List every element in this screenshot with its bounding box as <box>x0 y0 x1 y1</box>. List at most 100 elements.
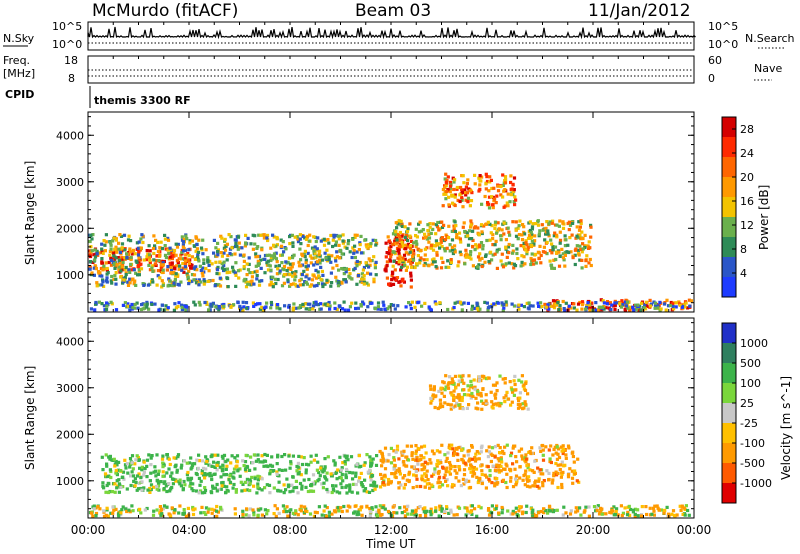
heatmap-cell <box>123 458 127 462</box>
heatmap-cell <box>470 237 474 241</box>
heatmap-cell <box>301 254 305 258</box>
heatmap-cell <box>244 242 248 246</box>
heatmap-cell <box>492 302 496 306</box>
heatmap-cell <box>307 477 311 482</box>
heatmap-cell <box>110 490 114 494</box>
heatmap-cell <box>256 245 260 249</box>
heatmap-cell <box>658 300 662 304</box>
heatmap-cell <box>537 232 541 236</box>
heatmap-cell <box>398 254 402 258</box>
heatmap-cell <box>179 466 183 470</box>
heatmap-cell <box>268 470 272 474</box>
heatmap-cell <box>221 456 225 460</box>
heatmap-cell <box>579 219 583 223</box>
heatmap-cell <box>366 305 370 309</box>
heatmap-cell <box>370 506 374 510</box>
heatmap-cell <box>195 247 199 251</box>
heatmap-cell <box>470 504 474 508</box>
nsky-tick-high: 10^5 <box>52 20 82 33</box>
heatmap-cell <box>670 512 674 516</box>
heatmap-cell <box>201 274 205 278</box>
heatmap-cell <box>90 237 94 241</box>
heatmap-cell <box>222 268 227 272</box>
heatmap-cell <box>561 252 565 256</box>
heatmap-cell <box>168 462 172 467</box>
heatmap-cell <box>109 279 113 283</box>
heatmap-cell <box>497 470 501 474</box>
heatmap-cell <box>387 477 391 482</box>
heatmap-cell <box>312 304 316 308</box>
heatmap-cell <box>129 257 133 262</box>
heatmap-cell <box>589 225 593 229</box>
heatmap-cell <box>474 406 478 410</box>
heatmap-cell <box>455 187 459 191</box>
heatmap-cell <box>510 400 514 404</box>
heatmap-cell <box>111 511 115 515</box>
heatmap-cell <box>389 446 393 450</box>
heatmap-cell <box>445 178 449 183</box>
heatmap-cell <box>549 264 554 268</box>
heatmap-cell <box>397 486 401 490</box>
heatmap-cell <box>437 477 441 481</box>
heatmap-cell <box>420 468 424 472</box>
heatmap-cell <box>305 234 310 239</box>
heatmap-cell <box>444 467 448 472</box>
heatmap-cell <box>180 303 184 307</box>
heatmap-cell <box>370 259 374 263</box>
heatmap-cell <box>325 471 329 475</box>
heatmap-cell <box>387 239 391 243</box>
heatmap-cell <box>572 306 576 310</box>
heatmap-cell <box>102 264 106 268</box>
heatmap-cell <box>560 449 564 453</box>
colorbar-tick-label: 24 <box>740 147 754 160</box>
heatmap-cell <box>568 512 573 516</box>
heatmap-cell <box>414 444 418 448</box>
heatmap-cell <box>476 265 480 269</box>
heatmap-cell <box>516 237 520 241</box>
heatmap-cell <box>134 480 138 485</box>
heatmap-cell <box>403 474 407 478</box>
heatmap-cell <box>517 307 521 311</box>
heatmap-cell <box>622 303 626 307</box>
heatmap-cell <box>277 468 281 472</box>
heatmap-cell <box>564 511 568 515</box>
heatmap-cell <box>477 233 481 237</box>
heatmap-cell <box>504 238 508 242</box>
heatmap-cell <box>160 279 164 283</box>
heatmap-cell <box>423 472 427 476</box>
heatmap-cell <box>493 393 497 397</box>
heatmap-cell <box>205 302 209 306</box>
heatmap-cell <box>541 443 545 448</box>
heatmap-cell <box>214 260 218 264</box>
heatmap-cell <box>464 234 468 239</box>
heatmap-cell <box>340 472 344 477</box>
heatmap-cell <box>148 249 152 253</box>
heatmap-cell <box>473 459 478 463</box>
heatmap-cell <box>404 251 408 255</box>
heatmap-cell <box>613 301 617 305</box>
heatmap-cell <box>444 469 448 474</box>
heatmap-cell <box>225 242 229 246</box>
heatmap-cell <box>409 265 414 269</box>
heatmap-cell <box>461 407 465 411</box>
heatmap-cell <box>104 513 108 517</box>
heatmap-cell <box>403 257 407 261</box>
heatmap-cell <box>172 511 176 515</box>
heatmap-cell <box>560 247 564 251</box>
heatmap-cell <box>411 457 415 461</box>
heatmap-cell <box>222 453 227 457</box>
heatmap-cell <box>320 269 324 273</box>
heatmap-cell <box>157 488 161 492</box>
heatmap-cell <box>167 257 171 261</box>
heatmap-cell <box>313 510 317 514</box>
heatmap-cell <box>476 226 480 230</box>
heatmap-cell <box>248 468 252 472</box>
heatmap-cell <box>244 285 249 289</box>
heatmap-cell <box>501 183 505 187</box>
heatmap-cell <box>278 307 282 311</box>
heatmap-cell <box>187 282 191 286</box>
heatmap-cell <box>564 301 568 305</box>
heatmap-cell <box>194 236 199 240</box>
heatmap-cell <box>580 258 584 262</box>
heatmap-cell <box>314 276 319 280</box>
